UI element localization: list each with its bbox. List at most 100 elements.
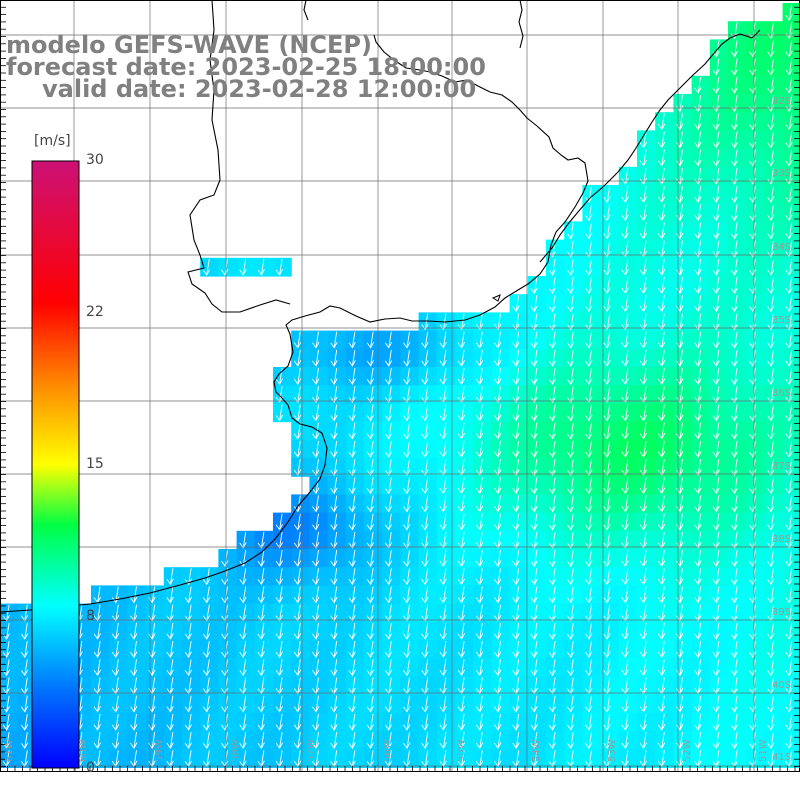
wind-arrow bbox=[348, 331, 356, 349]
field-cell bbox=[655, 549, 674, 568]
field-cell bbox=[709, 75, 729, 95]
wind-arrow bbox=[111, 695, 120, 713]
wind-arrow bbox=[566, 222, 575, 240]
field-cell bbox=[400, 731, 420, 750]
field-cell bbox=[746, 421, 765, 441]
wind-arrow bbox=[566, 368, 575, 385]
field-cell bbox=[382, 585, 401, 605]
field-cell bbox=[746, 640, 765, 659]
field-cell bbox=[655, 403, 674, 423]
field-cell bbox=[746, 39, 765, 59]
field-cell bbox=[254, 676, 274, 696]
wind-arrow bbox=[275, 695, 283, 713]
field-cell bbox=[746, 330, 765, 350]
wind-arrow bbox=[330, 641, 338, 658]
wind-arrow bbox=[585, 331, 593, 349]
field-cell bbox=[600, 276, 620, 295]
field-cell bbox=[764, 330, 784, 350]
field-cell bbox=[345, 658, 365, 677]
wind-arrow bbox=[621, 349, 629, 367]
field-cell bbox=[673, 476, 693, 495]
field-cell bbox=[655, 112, 674, 131]
wind-arrow bbox=[548, 568, 556, 586]
wind-arrow bbox=[275, 713, 283, 731]
wind-arrow bbox=[111, 713, 120, 731]
field-cell bbox=[691, 640, 711, 659]
wind-arrow bbox=[785, 149, 793, 167]
field-cell bbox=[582, 294, 602, 313]
wind-arrow bbox=[657, 677, 666, 695]
field-cell bbox=[728, 367, 747, 386]
field-cell bbox=[273, 257, 292, 277]
wind-arrow bbox=[566, 495, 575, 513]
field-cell bbox=[436, 567, 456, 586]
field-cell bbox=[746, 239, 765, 259]
wind-arrow bbox=[330, 568, 338, 586]
wind-arrow bbox=[621, 477, 629, 495]
wind-arrow bbox=[694, 349, 702, 367]
field-cell bbox=[473, 348, 492, 368]
wind-arrow bbox=[730, 713, 738, 731]
wind-arrow bbox=[403, 368, 411, 385]
field-cell bbox=[491, 512, 511, 532]
wind-arrow bbox=[475, 604, 484, 622]
field-cell bbox=[491, 367, 511, 386]
wind-arrow bbox=[366, 513, 374, 531]
field-cell bbox=[345, 567, 365, 586]
field-cell bbox=[0, 694, 19, 714]
wind-arrow bbox=[621, 531, 629, 549]
field-cell bbox=[673, 603, 693, 623]
field-cell bbox=[527, 476, 547, 495]
wind-arrow bbox=[621, 204, 629, 222]
field-cell bbox=[400, 494, 420, 514]
field-cell bbox=[218, 257, 238, 277]
lon-label: 57W bbox=[306, 739, 317, 762]
field-cell bbox=[564, 731, 583, 750]
field-cell bbox=[473, 403, 492, 423]
field-cell bbox=[746, 75, 765, 95]
field-cell bbox=[145, 694, 165, 714]
wind-arrow bbox=[621, 386, 629, 404]
field-cell bbox=[673, 512, 693, 532]
wind-arrow bbox=[639, 495, 647, 513]
wind-arrow bbox=[603, 404, 611, 422]
wind-arrow bbox=[130, 732, 138, 749]
wind-arrow bbox=[548, 331, 556, 349]
wind-arrow bbox=[93, 713, 101, 731]
field-cell bbox=[673, 221, 693, 241]
field-cell bbox=[673, 640, 693, 659]
wind-arrow bbox=[293, 732, 302, 749]
wind-arrow bbox=[694, 295, 702, 313]
wind-arrow bbox=[384, 404, 393, 422]
field-cell bbox=[254, 603, 274, 623]
field-cell bbox=[163, 603, 183, 623]
wind-arrow bbox=[439, 459, 447, 476]
wind-arrow bbox=[366, 586, 374, 604]
wind-arrow bbox=[694, 313, 702, 331]
field-cell bbox=[709, 421, 729, 441]
field-cell bbox=[491, 585, 511, 605]
field-cell bbox=[273, 403, 292, 423]
wind-arrow bbox=[621, 495, 629, 513]
field-cell bbox=[473, 621, 492, 641]
wind-arrow bbox=[785, 331, 793, 349]
field-cell bbox=[273, 749, 292, 768]
wind-arrow bbox=[494, 641, 502, 658]
field-cell bbox=[764, 39, 784, 59]
coastline-uruguay bbox=[539, 29, 761, 263]
wind-arrow bbox=[767, 58, 775, 76]
wind-arrow bbox=[494, 404, 502, 422]
field-cell bbox=[436, 476, 456, 495]
field-cell bbox=[364, 549, 383, 568]
field-cell bbox=[491, 603, 511, 623]
wind-arrow bbox=[639, 422, 647, 440]
field-cell bbox=[637, 749, 656, 768]
field-cell bbox=[455, 640, 474, 659]
field-cell bbox=[218, 676, 238, 696]
wind-arrow bbox=[657, 477, 666, 495]
wind-arrow bbox=[293, 422, 302, 440]
wind-arrow bbox=[93, 695, 101, 713]
wind-arrow bbox=[384, 622, 393, 640]
wind-arrow bbox=[730, 695, 738, 713]
wind-arrow bbox=[657, 368, 666, 385]
